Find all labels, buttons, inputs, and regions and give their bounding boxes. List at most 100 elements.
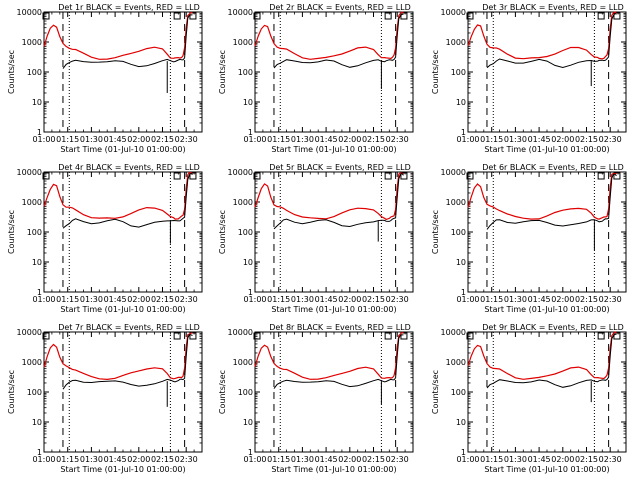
box-marker — [42, 172, 50, 180]
x-tick-label: 02:00 — [551, 295, 574, 304]
lld-series-line — [467, 11, 617, 60]
events-series-line — [62, 334, 193, 390]
x-tick-label: 01:30 — [504, 455, 527, 464]
box-marker — [400, 172, 408, 180]
box-marker — [384, 12, 392, 20]
y-tick-label: 100 — [451, 228, 466, 237]
x-tick-label: 02:30 — [386, 135, 409, 144]
x-axis-label: Start Time (01-Jul-10 01:00:00) — [484, 145, 609, 154]
y-tick-label: 100 — [451, 388, 466, 397]
x-tick-label: 01:45 — [104, 295, 127, 304]
x-tick-label: 01:00 — [243, 295, 266, 304]
y-tick-label: 1 — [461, 128, 466, 137]
x-axis-label: Start Time (01-Jul-10 01:00:00) — [271, 465, 396, 474]
y-tick-label: 1 — [37, 288, 42, 297]
box-marker — [189, 332, 197, 340]
x-tick-label: 01:15 — [56, 135, 79, 144]
events-series-line — [486, 333, 617, 389]
y-tick-label: 10000 — [441, 168, 466, 177]
x-tick-label: 02:15 — [151, 135, 174, 144]
y-axis-label: Counts/sec — [7, 50, 16, 94]
box-marker — [384, 172, 392, 180]
box-marker — [466, 332, 474, 340]
x-tick-label: 01:00 — [243, 135, 266, 144]
x-tick-label: 01:45 — [528, 455, 551, 464]
x-tick-label: 01:15 — [480, 295, 503, 304]
box-marker — [400, 12, 408, 20]
x-tick-label: 01:30 — [80, 295, 103, 304]
events-series-line — [273, 13, 404, 69]
plot-frame — [467, 331, 627, 453]
panel-title: Det 4r BLACK = Events, RED = LLD — [58, 163, 200, 172]
x-tick-label: 01:30 — [291, 135, 314, 144]
y-axis-label: Counts/sec — [7, 370, 16, 414]
box-marker — [42, 12, 50, 20]
x-tick-label: 02:00 — [127, 295, 150, 304]
events-series-line — [273, 334, 404, 389]
x-tick-label: 02:30 — [175, 295, 198, 304]
y-tick-label: 10 — [243, 418, 253, 427]
x-tick-label: 01:45 — [315, 295, 338, 304]
box-marker — [253, 12, 261, 20]
y-tick-label: 10000 — [228, 328, 253, 337]
box-marker — [613, 172, 621, 180]
panel-title: Det 3r BLACK = Events, RED = LLD — [482, 3, 624, 12]
x-tick-label: 01:00 — [32, 295, 55, 304]
y-tick-label: 1000 — [446, 38, 466, 47]
panel-title: Det 9r BLACK = Events, RED = LLD — [482, 323, 624, 332]
y-tick-label: 1 — [37, 448, 42, 457]
x-tick-label: 02:00 — [551, 135, 574, 144]
x-tick-label: 01:30 — [504, 295, 527, 304]
x-tick-label: 02:15 — [362, 295, 385, 304]
box-marker — [173, 172, 181, 180]
y-tick-label: 1000 — [22, 38, 42, 47]
lld-series-line — [467, 172, 617, 220]
y-axis-label: Counts/sec — [431, 370, 440, 414]
box-marker — [42, 332, 50, 340]
box-marker — [466, 12, 474, 20]
x-tick-label: 02:30 — [599, 455, 622, 464]
x-tick-label: 02:15 — [151, 295, 174, 304]
y-tick-label: 1000 — [233, 358, 253, 367]
y-axis-label: Counts/sec — [218, 210, 227, 254]
x-tick-label: 02:30 — [599, 135, 622, 144]
lld-series-line — [254, 331, 404, 380]
y-tick-label: 1000 — [22, 358, 42, 367]
x-tick-label: 02:15 — [362, 135, 385, 144]
x-tick-label: 01:30 — [291, 455, 314, 464]
x-tick-label: 01:00 — [456, 295, 479, 304]
x-tick-label: 01:15 — [56, 295, 79, 304]
box-marker — [384, 332, 392, 340]
x-tick-label: 01:45 — [528, 295, 551, 304]
y-tick-label: 1 — [37, 128, 42, 137]
y-tick-label: 10 — [32, 98, 42, 107]
x-tick-label: 01:15 — [56, 455, 79, 464]
y-tick-label: 10 — [243, 258, 253, 267]
y-axis-label: Counts/sec — [431, 210, 440, 254]
y-tick-label: 10 — [456, 418, 466, 427]
events-series-line — [62, 14, 193, 69]
x-tick-label: 02:15 — [362, 455, 385, 464]
lld-series-line — [43, 332, 193, 381]
box-marker — [189, 12, 197, 20]
x-tick-label: 02:00 — [127, 455, 150, 464]
x-tick-label: 02:00 — [551, 455, 574, 464]
events-series-line — [62, 172, 193, 229]
y-tick-label: 1 — [248, 128, 253, 137]
x-tick-label: 01:00 — [456, 455, 479, 464]
y-tick-label: 10000 — [17, 8, 42, 17]
y-tick-label: 100 — [451, 68, 466, 77]
y-tick-label: 10 — [243, 98, 253, 107]
box-marker — [597, 172, 605, 180]
events-series-line — [273, 172, 404, 230]
box-marker — [253, 332, 261, 340]
box-marker — [613, 332, 621, 340]
x-tick-label: 01:00 — [243, 455, 266, 464]
